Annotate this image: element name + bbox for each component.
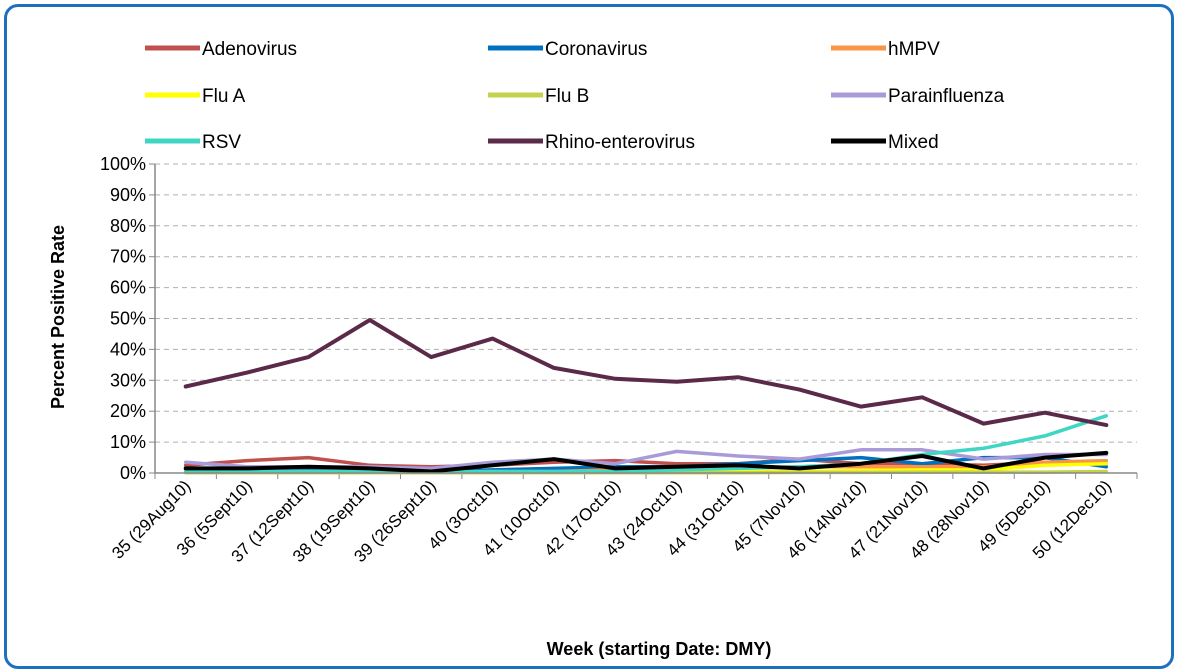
legend-item: Flu B	[488, 86, 589, 107]
series-line-rhino-enterovirus	[183, 318, 1109, 428]
legend-label: Flu A	[202, 86, 246, 107]
y-tick-label: 10%	[110, 432, 146, 452]
series-line-adenovirus	[183, 455, 1109, 469]
y-axis-title: Percent Positive Rate	[48, 225, 68, 409]
legend-label: hMPV	[888, 39, 940, 60]
legend-item: Mixed	[831, 132, 939, 153]
legend-item: hMPV	[831, 39, 940, 60]
y-tick-label: 100%	[100, 154, 146, 174]
grid	[155, 163, 1137, 443]
y-tick-label: 70%	[110, 247, 146, 267]
legend-item: Rhino-enterovirus	[488, 132, 695, 153]
legend-label: RSV	[202, 132, 241, 153]
y-tick-label: 40%	[110, 339, 146, 359]
y-tick-label: 90%	[110, 185, 146, 205]
y-tick-label: 0%	[120, 463, 146, 483]
legend-item: Coronavirus	[488, 39, 647, 60]
legend-item: Parainfluenza	[831, 86, 1005, 107]
legend-label: Coronavirus	[545, 39, 647, 60]
legend-item: Flu A	[145, 86, 246, 107]
legend-label: Adenovirus	[202, 39, 297, 60]
x-axis-title: Week (starting Date: DMY)	[547, 639, 772, 659]
legend-label: Parainfluenza	[888, 86, 1005, 107]
chart-frame	[4, 4, 1174, 669]
legend: Adenovirus Coronavirus hMPV Flu A Flu B Parai…	[145, 39, 1005, 153]
legend-label: Mixed	[888, 132, 939, 153]
y-tick-label: 60%	[110, 278, 146, 298]
legend-item: RSV	[145, 132, 241, 153]
legend-label: Flu B	[545, 86, 589, 107]
x-axis-ticks: 35 (29Aug10)36 (5Sept10)37 (12Sept10)38 …	[108, 473, 1138, 566]
y-axis-ticks: 0% 10% 20% 30% 40% 50% 60% 70% 80% 90% 100%	[100, 154, 155, 483]
y-tick-label: 80%	[110, 216, 146, 236]
legend-label: Rhino-enterovirus	[545, 132, 695, 153]
y-tick-label: 50%	[110, 309, 146, 329]
y-tick-label: 20%	[110, 401, 146, 421]
legend-item: Adenovirus	[145, 39, 297, 60]
y-tick-label: 30%	[110, 370, 146, 390]
series-lines	[183, 318, 1109, 475]
series-line-rsv	[183, 414, 1109, 474]
series-line-mixed	[183, 450, 1109, 474]
